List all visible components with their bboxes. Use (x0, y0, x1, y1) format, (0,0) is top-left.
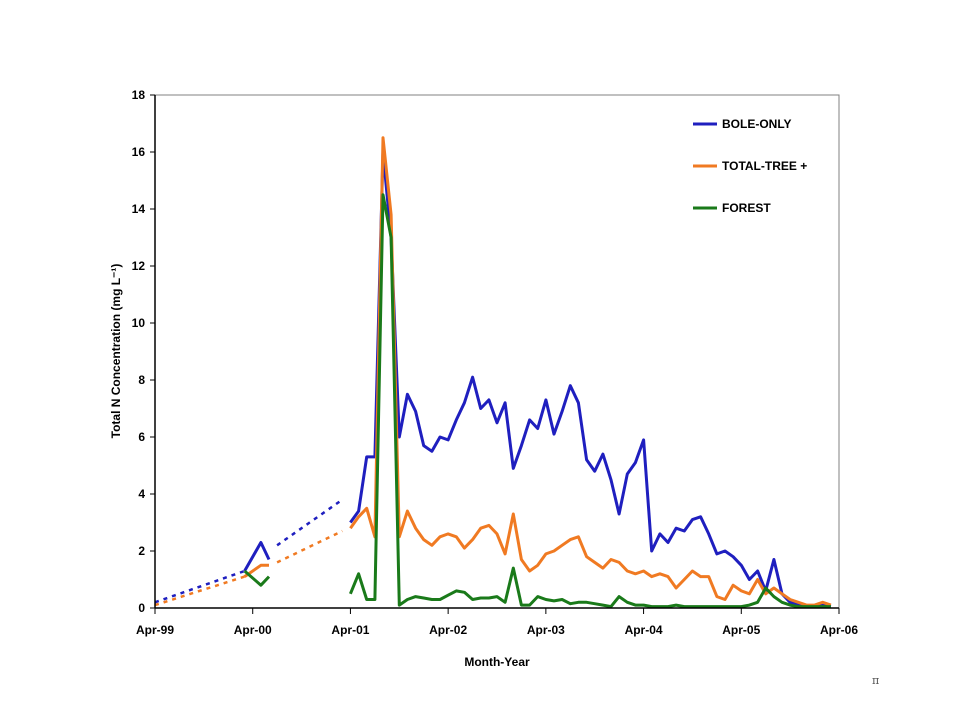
x-tick-label: Apr-05 (722, 623, 760, 637)
y-tick-label: 4 (138, 487, 145, 501)
x-tick-label: Apr-00 (234, 623, 272, 637)
x-axis-title: Month-Year (464, 655, 530, 669)
y-tick-label: 16 (132, 145, 146, 159)
series-total-tree-extrapolation (154, 575, 245, 607)
x-tick-label: Apr-02 (429, 623, 467, 637)
y-axis-title: Total N Concentration (mg L⁻¹) (109, 264, 123, 439)
series-layer (154, 136, 832, 609)
y-tick-label: 2 (138, 544, 145, 558)
y-tick-label: 10 (132, 316, 146, 330)
x-tick-label: Apr-03 (527, 623, 565, 637)
series-total-tree-line (243, 563, 269, 578)
y-tick-label: 18 (132, 88, 146, 102)
legend-label-forest: FOREST (722, 201, 771, 215)
series-bole-only-line (243, 541, 271, 572)
series-bole-only-extrapolation (276, 498, 344, 547)
x-tick-label: Apr-04 (625, 623, 663, 637)
x-tick-label: Apr-01 (331, 623, 369, 637)
y-tick-label: 8 (138, 373, 145, 387)
series-bole-only-line (349, 150, 832, 609)
x-tick-label: Apr-06 (820, 623, 858, 637)
legend: BOLE-ONLY TOTAL-TREE + FOREST (693, 117, 807, 215)
y-tick-label: 0 (138, 601, 145, 615)
y-tick-group: 0 2 4 6 8 10 12 14 16 18 (132, 88, 155, 615)
corner-mark: π (872, 674, 879, 687)
series-forest-line (349, 193, 831, 609)
axes-layer (154, 95, 839, 609)
series-total-tree-extrapolation (276, 529, 343, 564)
legend-label-bole-only: BOLE-ONLY (722, 117, 792, 131)
x-tick-group: Apr-99 Apr-00 Apr-01 Apr-02 Apr-03 Apr-04 Apr-… (136, 608, 858, 637)
y-tick-label: 6 (138, 430, 145, 444)
y-tick-label: 14 (132, 202, 146, 216)
legend-label-total-tree: TOTAL-TREE + (722, 159, 807, 173)
series-forest-line (243, 569, 271, 587)
y-tick-label: 12 (132, 259, 146, 273)
series-bole-only-extrapolation (154, 569, 246, 604)
series-total-tree-line (349, 136, 832, 607)
x-tick-label: Apr-99 (136, 623, 174, 637)
